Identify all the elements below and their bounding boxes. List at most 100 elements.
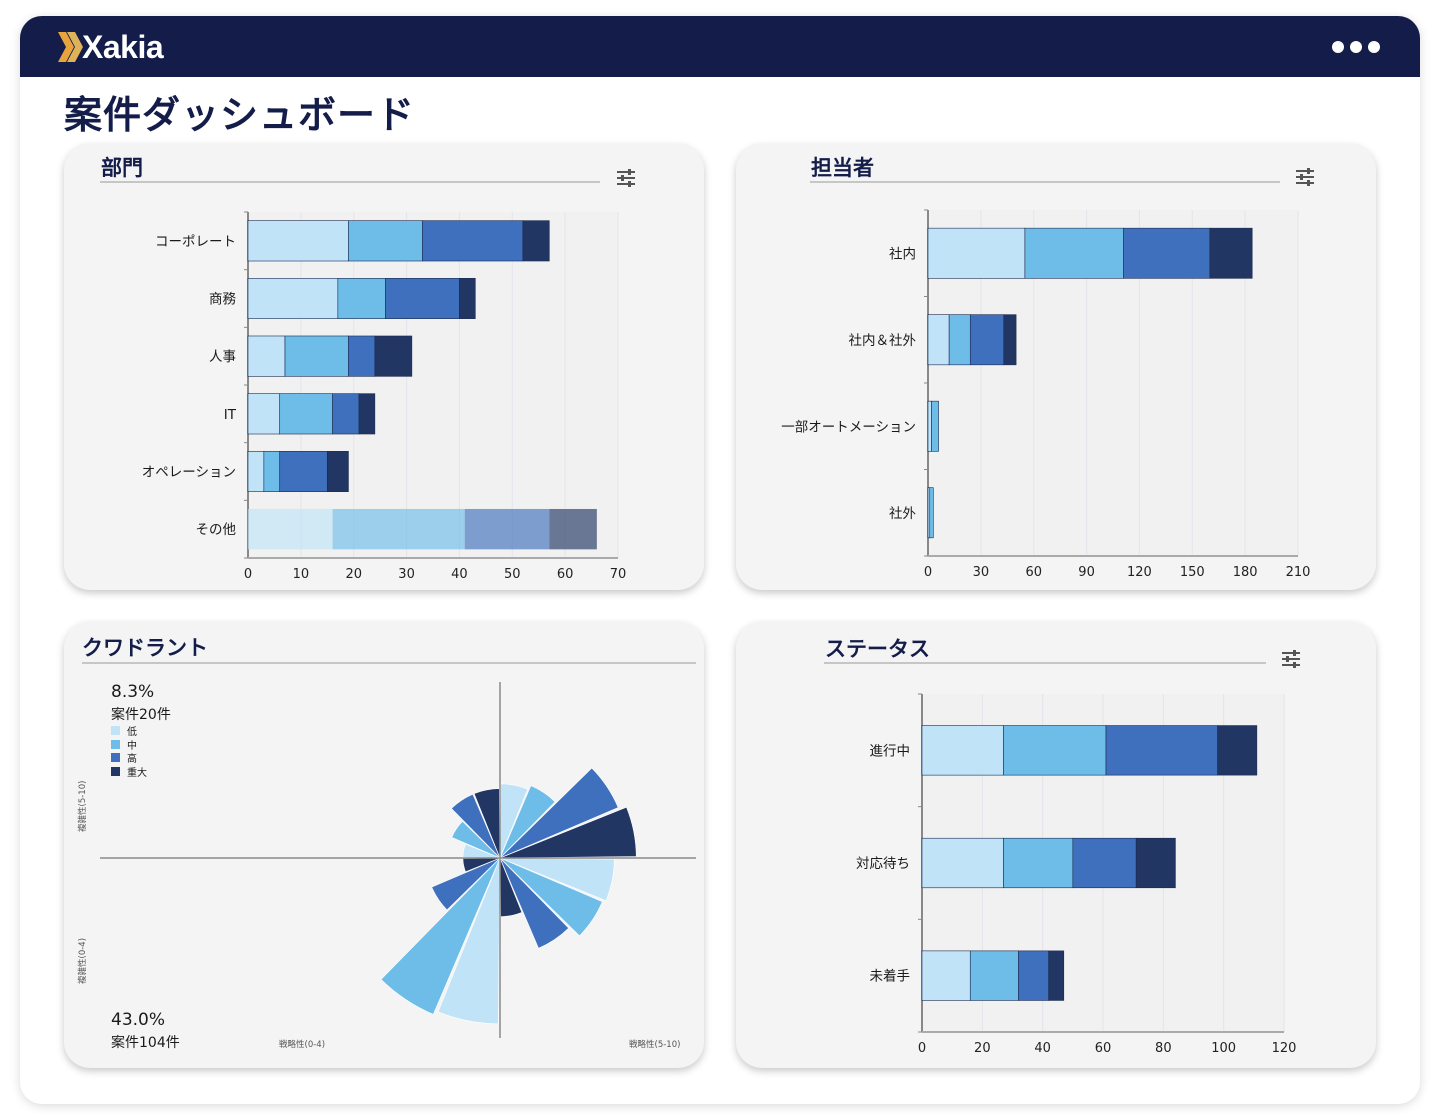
bar-segment[interactable]	[921, 950, 971, 1001]
polar-slice[interactable]	[499, 857, 570, 949]
bar-segment[interactable]	[921, 725, 1004, 776]
axis-label-strategy-high: 戦略性(5-10)	[629, 1040, 681, 1050]
bar-segment[interactable]	[927, 314, 950, 366]
bar-segment[interactable]	[348, 335, 376, 377]
x-tick-label: 20	[974, 1041, 991, 1056]
bar-segment[interactable]	[263, 451, 281, 492]
category-label: 社内	[889, 246, 916, 262]
bar-segment[interactable]	[247, 393, 281, 435]
bar-segment[interactable]	[948, 314, 971, 366]
bar-segment[interactable]	[921, 837, 1004, 889]
x-tick-label: 10	[293, 567, 310, 582]
lower-percentage: 43.0%	[111, 1010, 166, 1030]
category-label: オペレーション	[142, 465, 236, 481]
x-tick-label: 120	[1127, 565, 1152, 580]
bar-segment[interactable]	[1003, 314, 1017, 366]
assignee-card: 担当者 0 30 60 90 120 150 180 210 社内 社内＆社外 一部オートメーション…	[736, 144, 1376, 590]
polar-slice[interactable]	[499, 767, 619, 859]
bar-segment[interactable]	[549, 508, 597, 550]
bar-segment[interactable]	[385, 278, 460, 319]
department-card-title: 部門	[101, 156, 143, 180]
bar-segment[interactable]	[284, 335, 349, 377]
bar-segment[interactable]	[247, 335, 286, 377]
x-tick-label: 60	[557, 567, 574, 582]
filter-sliders-icon[interactable]	[1295, 167, 1315, 187]
brand-logo[interactable]: Xakia	[58, 28, 164, 65]
bar-segment[interactable]	[464, 508, 550, 550]
bar-segment[interactable]	[247, 220, 349, 262]
filter-sliders-icon[interactable]	[1281, 649, 1301, 669]
polar-slice[interactable]	[499, 785, 556, 859]
bar-segment[interactable]	[337, 278, 386, 319]
upper-percentage: 8.3%	[111, 682, 155, 702]
polar-slice[interactable]	[499, 857, 615, 902]
plot-area	[248, 212, 618, 558]
polar-slice[interactable]	[451, 820, 501, 859]
polar-slice[interactable]	[499, 857, 603, 937]
bar-segment[interactable]	[332, 393, 360, 435]
bar-segment[interactable]	[279, 393, 333, 435]
bar-segment[interactable]	[348, 220, 423, 262]
bar-segment[interactable]	[1105, 725, 1218, 776]
polar-slice[interactable]	[499, 806, 637, 859]
x-tick-label: 180	[1233, 565, 1258, 580]
bar-segment[interactable]	[927, 227, 1026, 279]
category-label: 社外	[889, 506, 917, 522]
x-tick-label: 210	[1286, 565, 1311, 580]
app-window: Xakia 案件ダッシュボード 部門 0 10 20 30 40 50 60 70 コーポレート…	[20, 16, 1420, 1104]
category-label: コーポレート	[155, 234, 236, 250]
category-label: 未着手	[870, 968, 911, 985]
x-tick-label: 30	[398, 567, 415, 582]
bar-segment[interactable]	[374, 335, 413, 377]
bar-segment[interactable]	[1072, 837, 1137, 889]
bar-segment[interactable]	[279, 451, 328, 492]
bar-segment[interactable]	[927, 400, 932, 452]
x-tick-label: 20	[345, 567, 362, 582]
title-divider	[100, 181, 600, 183]
bar-segment[interactable]	[1123, 227, 1211, 279]
bar-segment[interactable]	[326, 451, 349, 492]
bar-segment[interactable]	[1135, 837, 1176, 889]
polar-slice[interactable]	[451, 793, 501, 859]
bar-segment[interactable]	[931, 400, 939, 452]
bar-segment[interactable]	[1024, 227, 1124, 279]
bar-segment[interactable]	[1217, 725, 1258, 776]
x-tick-label: 0	[244, 567, 252, 582]
x-tick-label: 80	[1155, 1041, 1172, 1056]
bar-segment[interactable]	[247, 278, 339, 319]
bar-segment[interactable]	[332, 508, 465, 550]
legend-item: 重大	[111, 765, 147, 779]
x-tick-label: 100	[1211, 1041, 1236, 1056]
category-label: 社内＆社外	[849, 333, 917, 349]
polar-slice[interactable]	[431, 857, 501, 911]
bar-segment[interactable]	[929, 487, 934, 539]
bar-segment[interactable]	[969, 950, 1019, 1001]
x-tick-label: 90	[1078, 565, 1095, 580]
bar-segment[interactable]	[1048, 950, 1065, 1001]
category-label: 進行中	[870, 743, 911, 759]
bar-segment[interactable]	[1018, 950, 1049, 1001]
bar-segment[interactable]	[969, 314, 1005, 366]
bar-segment[interactable]	[358, 393, 376, 435]
bar-segment[interactable]	[1003, 725, 1107, 776]
bar-segment[interactable]	[248, 508, 333, 550]
bar-segment[interactable]	[459, 278, 476, 319]
bar-segment[interactable]	[1209, 227, 1253, 279]
polar-slice[interactable]	[437, 857, 501, 1025]
x-tick-label: 50	[504, 567, 521, 582]
axis-label-complexity-high: 複雑性(5-10)	[78, 780, 88, 832]
brand-name: Xakia	[82, 28, 164, 65]
bar-segment[interactable]	[422, 220, 524, 262]
bar-segment[interactable]	[522, 220, 550, 262]
polar-slice[interactable]	[380, 857, 501, 1015]
x-tick-label: 70	[610, 567, 627, 582]
filter-sliders-icon[interactable]	[616, 168, 636, 188]
x-tick-label: 40	[451, 567, 468, 582]
more-dots-icon[interactable]	[1332, 40, 1380, 54]
polar-slice[interactable]	[499, 783, 529, 859]
page-title: 案件ダッシュボード	[64, 93, 416, 137]
bar-segment[interactable]	[247, 451, 265, 492]
bar-segment[interactable]	[1003, 837, 1074, 889]
department-card: 部門 0 10 20 30 40 50 60 70 コーポレート 商務 人事 IT オペレーション その他	[64, 144, 704, 590]
